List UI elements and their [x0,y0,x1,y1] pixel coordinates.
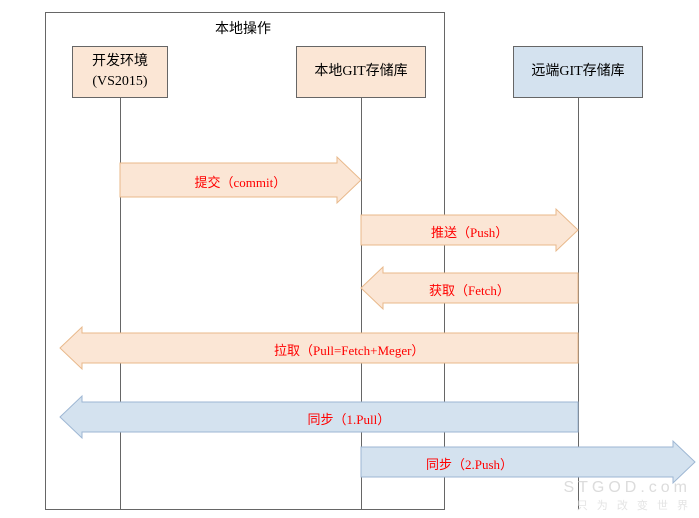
arrow-sync2 [0,0,699,518]
watermark: STGOD.com 只 为 改 变 世 界 [563,479,691,514]
watermark-sub: 只 为 改 变 世 界 [577,500,691,512]
arrow-label-push: 推送（Push） [431,222,508,241]
arrow-label-commit: 提交（commit） [195,172,287,191]
arrow-label-sync1: 同步（1.Pull） [308,409,391,428]
arrow-label-sync2: 同步（2.Push） [426,454,513,473]
arrow-label-fetch: 获取（Fetch） [429,280,510,299]
diagram-stage: 本地操作 开发环境 (VS2015) 本地GIT存储库 远端GIT存储库 提交（… [0,0,699,518]
arrow-label-pull: 拉取（Pull=Fetch+Meger） [274,340,424,359]
watermark-main: STGOD.com [563,479,691,496]
